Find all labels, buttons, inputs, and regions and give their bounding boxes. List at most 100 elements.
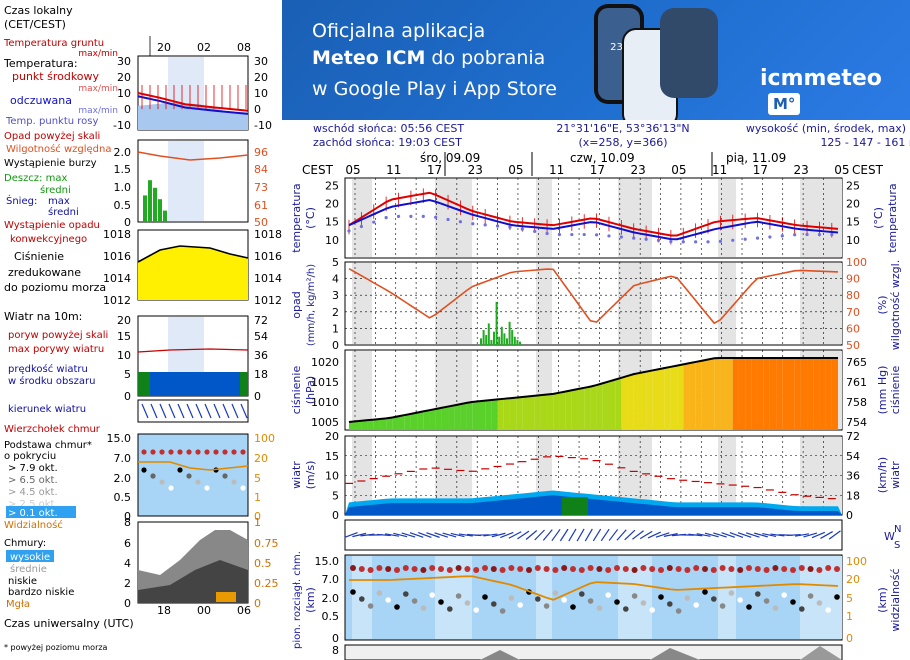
temp-tick-right: 20 xyxy=(846,197,860,210)
press-tick: 1010 xyxy=(311,396,339,409)
press-tick: 1015 xyxy=(311,376,339,389)
dew-point xyxy=(607,234,611,238)
wind-arrow xyxy=(442,532,457,538)
temp-tick-right: 10 xyxy=(846,234,860,247)
cloud-top-dot xyxy=(790,567,796,573)
dew-point xyxy=(594,233,599,237)
legend-fog-bar xyxy=(216,592,236,602)
wind-arrow xyxy=(508,531,522,539)
legend-windkmh-tick: 72 xyxy=(254,314,268,327)
pressure-fill xyxy=(800,358,808,430)
hour-tick: 05 xyxy=(834,163,849,177)
pressure-fill xyxy=(460,402,467,430)
legend-mid-mm: max/min xyxy=(78,84,118,94)
wind-arrow xyxy=(450,532,465,538)
pressmm-tick: 761 xyxy=(846,376,867,389)
pressure-fill xyxy=(732,358,739,430)
legend-wind-tick: 10 xyxy=(117,349,131,362)
cloud-base-dot xyxy=(799,606,805,612)
wind-arrow xyxy=(542,529,553,541)
cloud-shape xyxy=(480,650,520,660)
legend-wind-arrow xyxy=(186,403,194,419)
pressure-fill xyxy=(683,363,690,430)
legend-wind-arrow xyxy=(213,403,221,419)
cloud-base-dot xyxy=(570,604,576,610)
pressure-fill xyxy=(367,419,374,430)
pressure-fill xyxy=(639,371,647,430)
legend-vlow: bardzo niskie xyxy=(8,587,74,598)
legend-reduced: zredukowane xyxy=(8,266,81,279)
cloud-top-dot xyxy=(684,567,691,573)
hum-unit: (%) xyxy=(876,295,889,314)
dew-point xyxy=(533,229,537,233)
cloud-top-dot xyxy=(693,565,700,571)
rain-night-band xyxy=(618,263,652,344)
temp-tick-right: 25 xyxy=(846,179,860,192)
pressure-fill xyxy=(769,358,777,430)
cloud-top-dot xyxy=(420,567,427,573)
legend-dir: kierunek wiatru xyxy=(8,404,86,415)
rain-unit: (mm/h, kg/m²/h) xyxy=(306,264,317,346)
cloud-base-dot xyxy=(658,594,664,600)
dew-point xyxy=(508,225,512,229)
legend-wind10: Wiatr na 10m: xyxy=(4,310,82,323)
pressure-fill xyxy=(448,405,455,430)
legend-cloud-base-dot xyxy=(141,467,147,473)
tablet-image xyxy=(660,8,718,98)
legend-temp-tick: -10 xyxy=(113,119,131,132)
wind-arrow xyxy=(713,532,727,538)
dew-point xyxy=(731,238,735,242)
pressure-fill xyxy=(478,400,486,430)
cloud-base-dot xyxy=(579,591,585,597)
cloud-base-dot xyxy=(702,589,708,595)
dew-point xyxy=(458,220,463,224)
wind-arrow xyxy=(663,533,678,537)
wind-arrow xyxy=(584,528,593,542)
cloud-base-dot xyxy=(447,606,453,612)
hum-ylabel: wilgotność wzgl. xyxy=(889,260,902,350)
legend-press-tick-r: 1016 xyxy=(254,250,282,263)
cloud-base-dot xyxy=(790,599,796,605)
legend-vis-tick: 0 xyxy=(254,510,261,523)
legend-cet: (CET/CEST) xyxy=(4,18,66,31)
wind-arrow xyxy=(820,531,833,539)
day-label: pią, 11.09 xyxy=(726,151,786,165)
legend-c01: > 0.1 okt. xyxy=(8,508,58,519)
promo-banner[interactable]: Oficjalna aplikacja Meteo ICM do pobrani… xyxy=(282,0,910,120)
pressmm-tick: 758 xyxy=(846,396,867,409)
rain-bar xyxy=(485,335,488,345)
legend-wind-arrow xyxy=(222,403,230,419)
hum-tick: 100 xyxy=(846,256,867,269)
legend-c01-bg xyxy=(6,506,76,518)
legend-hum-tick: 61 xyxy=(254,199,268,212)
legend-cloud-top-dot xyxy=(150,449,156,455)
rain-night-band xyxy=(435,263,472,344)
legend-cloud-top-dot xyxy=(141,449,147,455)
cloud-base-dot xyxy=(772,605,779,611)
legend-visibility: Widzialność xyxy=(4,519,63,531)
wind-arrow xyxy=(592,528,602,542)
cloud-base-dot xyxy=(693,602,699,608)
legend-windkmh-tick: 36 xyxy=(254,349,268,362)
wind-arrow xyxy=(344,532,358,538)
legend-c25: > 2.5 okt. xyxy=(8,499,58,510)
cloud-base-dot xyxy=(350,589,356,595)
legend-dew-fill xyxy=(138,102,248,130)
vis-tick: 0 xyxy=(846,632,853,645)
pressure-fill xyxy=(349,421,356,430)
wind-arrow xyxy=(401,532,416,538)
rain-bar xyxy=(482,330,485,345)
cb-tick: 7.0 xyxy=(322,573,340,586)
cloud-base-dot xyxy=(755,591,761,597)
hour-tick: 17 xyxy=(590,163,605,177)
legend-cloud-base-dot xyxy=(222,473,228,479)
rain-panel xyxy=(344,261,843,346)
cloud-base-dot xyxy=(746,604,752,610)
wind-tick: 0 xyxy=(332,509,339,522)
legend-cb-tick: 15.0 xyxy=(107,432,132,445)
pressure-fill xyxy=(596,383,603,430)
cloud-base-dot xyxy=(675,608,682,614)
pressure-fill xyxy=(491,399,498,430)
hour-tick: 23 xyxy=(793,163,808,177)
pressure-fill xyxy=(423,410,430,430)
